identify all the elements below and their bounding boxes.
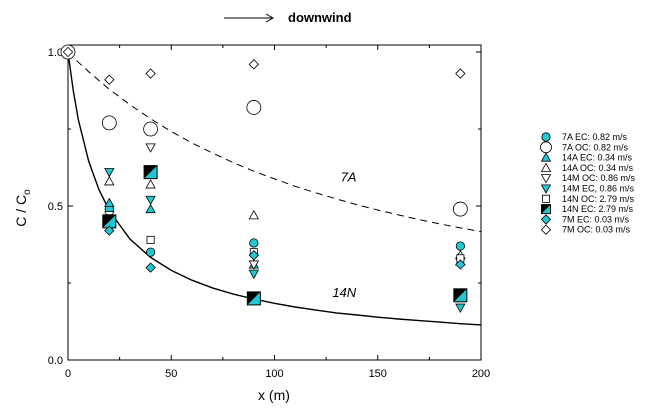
legend-marker-4 (540, 174, 552, 184)
marker-series-7-point-2-outline (246, 291, 261, 306)
x-tick-label-3: 150 (369, 368, 387, 380)
fit-curves (67, 51, 482, 326)
y-axis-title-main: C / Co (13, 189, 33, 227)
legend-marker-3 (540, 162, 552, 172)
marker-series-6-point-1 (146, 235, 155, 244)
marker-series-8-point-3 (455, 259, 466, 270)
legend-label-3: 14A OC: 0.34 m/s (562, 163, 634, 173)
marker-series-0-point-3 (455, 241, 465, 251)
legend-marker-2 (540, 152, 552, 162)
marker-series-1-point-1 (101, 115, 117, 131)
marker-series-0-point-2 (249, 238, 259, 248)
curve-label-14N: 14N (332, 285, 356, 300)
y-tick-label-2: 1.0 (48, 47, 63, 59)
legend-item-0: 7A EC: 0.82 m/s (541, 132, 628, 142)
marker-series-7-point-1-outline (143, 165, 158, 180)
marker-series-7-point-1 (143, 165, 158, 180)
marker-series-5-point-0 (104, 168, 115, 178)
legend-item-2: 14A EC: 0.34 m/s (540, 152, 633, 163)
legend-marker-6 (542, 194, 551, 203)
legend-marker-1 (540, 141, 552, 154)
legend-label-1: 7A OC: 0.82 m/s (562, 142, 629, 152)
marker-series-9-point-2 (145, 68, 156, 79)
legend-label-8: 7M EC: 0.03 m/s (562, 214, 630, 224)
x-axis-title: x (m) (258, 387, 290, 403)
legend-marker-8 (540, 214, 552, 225)
legend-marker-0 (541, 132, 551, 142)
y-axis-title-subscript: o (22, 189, 33, 195)
legend-item-6: 14N OC: 2.79 m/s (542, 194, 635, 204)
marker-series-4-point-1 (145, 143, 156, 153)
legend-marker-7-outline (541, 204, 551, 215)
x-tick-label-4: 200 (472, 368, 490, 380)
marker-series-1-point-2 (143, 121, 159, 137)
downwind-label: downwind (288, 10, 352, 25)
legend-item-5: 14M EC, 0.86 m/s (540, 184, 635, 194)
marker-series-7-point-0 (102, 214, 117, 229)
axis-tick-labels: 0 50 100 150 200 0.0 0.5 1.0 (48, 47, 490, 380)
legend-label-0: 7A EC: 0.82 m/s (562, 132, 628, 142)
downwind-arrow-head (265, 13, 275, 23)
legend-item-7: 14N EC: 2.79 m/s (541, 204, 634, 215)
marker-series-7-point-2 (246, 291, 261, 306)
legend-marker-7-dark-half (541, 204, 551, 214)
marker-series-7-point-2-dark-half (247, 291, 261, 305)
y-tick-label-1: 0.5 (48, 201, 63, 213)
legend-marker-7 (541, 204, 551, 215)
legend-item-1: 7A OC: 0.82 m/s (540, 141, 629, 154)
marker-series-1-point-3 (246, 100, 262, 115)
marker-series-7-point-1-dark-half (144, 165, 158, 179)
legend-label-5: 14M EC, 0.86 m/s (562, 184, 635, 194)
marker-series-3-point-0 (104, 176, 115, 186)
marker-series-0-point-1 (146, 247, 156, 257)
legend-label-7: 14N EC: 2.79 m/s (562, 204, 634, 214)
marker-series-8-point-2 (248, 250, 260, 261)
downwind-annotation: downwind (224, 10, 352, 25)
marker-series-3-point-2 (248, 209, 260, 220)
axis-ticks (67, 45, 482, 361)
legend-label-2: 14A EC: 0.34 m/s (562, 153, 633, 163)
marker-series-8-point-1 (145, 262, 156, 273)
x-tick-label-1: 50 (165, 368, 177, 380)
legend-label-9: 7M OC: 0.03 m/s (562, 225, 631, 235)
marker-series-7-point-3-outline (453, 288, 468, 303)
y-axis-title-text: C / C (13, 195, 29, 227)
marker-series-4-point-2 (248, 260, 260, 270)
marker-series-2-point-1 (145, 203, 156, 214)
curve-7A (67, 51, 482, 233)
legend-marker-5 (540, 184, 552, 194)
marker-series-1-point-4 (452, 201, 468, 217)
curve-14N (67, 51, 482, 326)
marker-series-9-point-1 (104, 74, 115, 85)
legend-label-4: 14M OC: 0.86 m/s (562, 173, 636, 183)
y-tick-label-0: 0.0 (48, 355, 63, 367)
plot-frame (67, 44, 482, 361)
marker-series-3-point-1 (145, 179, 156, 189)
marker-series-5-point-1 (145, 195, 156, 206)
fit-curve-labels: 7A 14N (332, 169, 356, 299)
legend-item-3: 14A OC: 0.34 m/s (540, 162, 634, 173)
marker-series-9-point-0 (62, 46, 74, 58)
y-axis-title: C / Co (13, 189, 33, 227)
legend-label-6: 14N OC: 2.79 m/s (562, 194, 635, 204)
marker-series-7-point-0-dark-half (102, 214, 116, 228)
marker-series-9-point-3 (248, 59, 260, 70)
legend-item-4: 14M OC: 0.86 m/s (540, 173, 636, 184)
marker-series-9-point-4 (455, 68, 466, 79)
marker-series-5-point-3 (455, 303, 466, 313)
marker-series-7-point-3 (453, 288, 468, 303)
marker-series-8-point-0 (104, 225, 115, 236)
legend-item-9: 7M OC: 0.03 m/s (540, 224, 631, 235)
legend-marker-9 (540, 224, 552, 235)
marker-series-5-point-2 (248, 269, 260, 280)
curve-label-7A: 7A (341, 169, 357, 184)
marker-series-2-point-0 (104, 197, 115, 207)
data-markers (60, 44, 468, 313)
x-tick-label-2: 100 (265, 368, 283, 380)
marker-series-7-point-3-dark-half (453, 288, 467, 302)
x-tick-label-0: 0 (65, 368, 71, 380)
legend-item-8: 7M EC: 0.03 m/s (540, 214, 630, 225)
